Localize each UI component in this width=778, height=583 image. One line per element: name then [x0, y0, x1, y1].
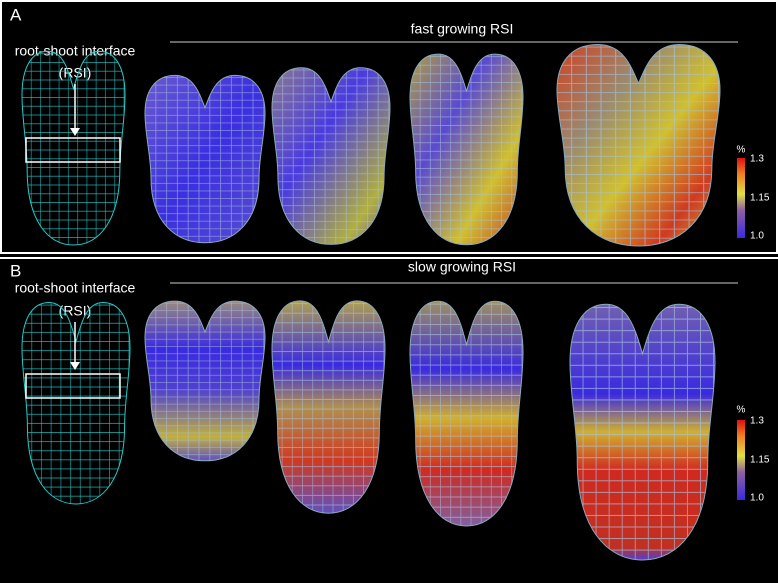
interface-label: root-shoot interface	[15, 280, 136, 296]
colorbar	[737, 420, 745, 500]
arrow-head	[70, 128, 80, 136]
interface-label: root-shoot interface	[15, 43, 136, 59]
panel-title: slow growing RSI	[408, 259, 516, 275]
colorbar-tick: 1.15	[750, 455, 770, 466]
embryo	[271, 67, 391, 245]
colorbar-tick: 1.0	[750, 231, 764, 242]
colorbar-tick: 1.0	[750, 493, 764, 504]
panel-title: fast growing RSI	[411, 21, 514, 37]
colorbar-tick: 1.3	[750, 416, 764, 427]
panel-label: A	[10, 5, 22, 24]
colorbar-tick: 1.15	[750, 193, 770, 204]
colorbar	[737, 158, 745, 238]
embryo	[144, 74, 266, 244]
embryo	[409, 53, 524, 246]
embryo	[569, 303, 716, 561]
rsi-box	[25, 373, 121, 399]
embryo	[409, 300, 524, 527]
panel-label: B	[10, 261, 21, 280]
rsi-box	[25, 137, 121, 163]
arrow-head	[70, 362, 80, 370]
colorbar-tick: 1.3	[750, 154, 764, 165]
embryo	[556, 43, 721, 247]
embryo	[271, 300, 386, 514]
schematic-embryo	[21, 301, 131, 505]
embryo	[144, 300, 266, 462]
colorbar-unit: %	[737, 405, 746, 416]
panel-border	[0, 0, 778, 254]
colorbar-unit: %	[737, 145, 746, 156]
